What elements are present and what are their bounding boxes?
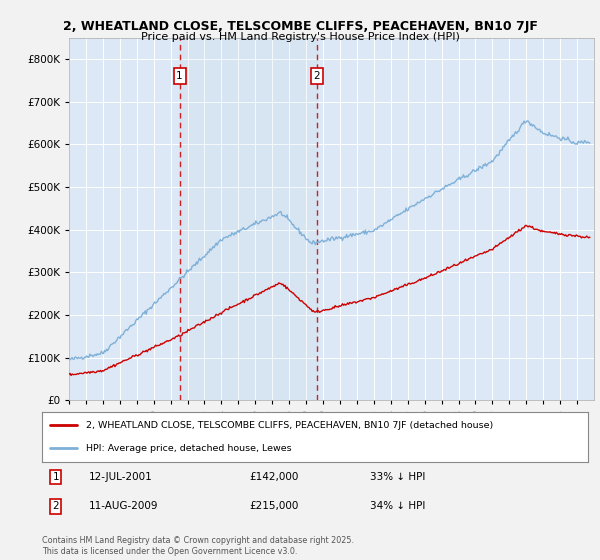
Text: £215,000: £215,000 xyxy=(250,501,299,511)
Text: £142,000: £142,000 xyxy=(250,472,299,482)
Text: 2: 2 xyxy=(313,71,320,81)
Text: HPI: Average price, detached house, Lewes: HPI: Average price, detached house, Lewe… xyxy=(86,444,292,453)
Text: 12-JUL-2001: 12-JUL-2001 xyxy=(88,472,152,482)
Text: 33% ↓ HPI: 33% ↓ HPI xyxy=(370,472,425,482)
Text: 2, WHEATLAND CLOSE, TELSCOMBE CLIFFS, PEACEHAVEN, BN10 7JF: 2, WHEATLAND CLOSE, TELSCOMBE CLIFFS, PE… xyxy=(62,20,538,32)
Text: 1: 1 xyxy=(52,472,59,482)
Text: 11-AUG-2009: 11-AUG-2009 xyxy=(88,501,158,511)
Text: 2, WHEATLAND CLOSE, TELSCOMBE CLIFFS, PEACEHAVEN, BN10 7JF (detached house): 2, WHEATLAND CLOSE, TELSCOMBE CLIFFS, PE… xyxy=(86,421,493,430)
Bar xyxy=(179,38,317,400)
Text: Price paid vs. HM Land Registry's House Price Index (HPI): Price paid vs. HM Land Registry's House … xyxy=(140,32,460,43)
Text: Contains HM Land Registry data © Crown copyright and database right 2025.
This d: Contains HM Land Registry data © Crown c… xyxy=(42,536,354,556)
Text: 34% ↓ HPI: 34% ↓ HPI xyxy=(370,501,425,511)
Text: 2: 2 xyxy=(52,501,59,511)
Text: 1: 1 xyxy=(176,71,183,81)
